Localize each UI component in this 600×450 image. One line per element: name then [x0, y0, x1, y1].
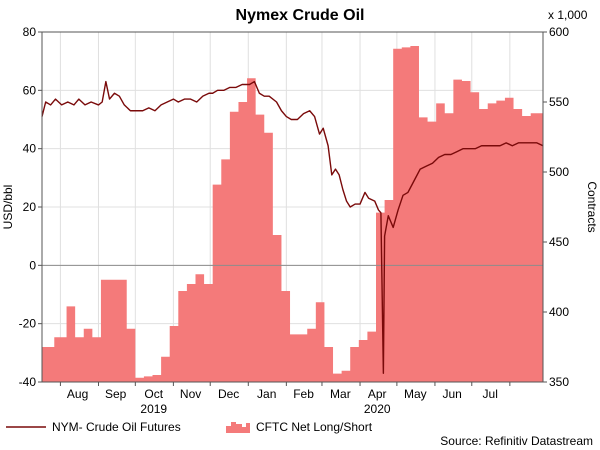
- left-tick-label-2: 0: [29, 258, 36, 272]
- legend-label-cftc: CFTC Net Long/Short: [256, 420, 373, 434]
- cftc-area-layer: [42, 46, 543, 382]
- right-axis-unit-note: x 1,000: [548, 8, 588, 22]
- x-month-label-6: Feb: [293, 387, 314, 401]
- x-month-label-0: Aug: [67, 387, 88, 401]
- right-tick-label-0: 350: [549, 375, 569, 389]
- right-tick-label-3: 500: [549, 165, 569, 179]
- x-month-label-11: Jul: [483, 387, 498, 401]
- x-month-label-7: Mar: [330, 387, 351, 401]
- crude-oil-futures-line: [41, 80, 544, 374]
- left-tick-label-6: 80: [23, 25, 37, 39]
- right-tick-label-2: 450: [549, 235, 569, 249]
- x-month-label-1: Sep: [105, 387, 127, 401]
- x-month-label-2: Oct: [144, 387, 163, 401]
- right-axis-label: Contracts: [585, 181, 599, 232]
- left-tick-label-3: 20: [23, 200, 37, 214]
- left-tick-label-0: -40: [19, 375, 37, 389]
- cftc-net-area: [42, 46, 543, 382]
- left-tick-label-4: 40: [23, 142, 37, 156]
- left-axis-ticks: -40 -20 0 20 40 60 80: [19, 25, 42, 389]
- x-axis-ticks: Aug Sep Oct Nov Dec Jan Feb Mar Apr May Jun Jul 2019…: [59, 382, 511, 416]
- x-year-label-0: 2019: [140, 402, 167, 416]
- x-month-label-8: Apr: [368, 387, 387, 401]
- right-axis-ticks: 350 400 450 500 550 600: [543, 25, 569, 389]
- legend-label-crude: NYM- Crude Oil Futures: [52, 420, 181, 434]
- legend: NYM- Crude Oil Futures CFTC Net Long/Sho…: [6, 420, 373, 434]
- x-month-label-4: Dec: [218, 387, 239, 401]
- left-tick-label-5: 60: [23, 83, 37, 97]
- plot-area: [41, 31, 544, 383]
- left-tick-label-1: -20: [19, 317, 37, 331]
- x-month-label-9: May: [404, 387, 427, 401]
- left-axis-label: USD/bbl: [1, 185, 15, 230]
- x-month-label-10: Jun: [442, 387, 461, 401]
- crude-line-layer: [41, 80, 544, 374]
- x-month-label-5: Jan: [257, 387, 276, 401]
- x-year-label-1: 2020: [364, 402, 391, 416]
- x-month-label-3: Nov: [180, 387, 201, 401]
- right-tick-label-4: 550: [549, 95, 569, 109]
- right-tick-label-5: 600: [549, 25, 569, 39]
- legend-area-swatch: [226, 422, 250, 433]
- chart-title: Nymex Crude Oil: [236, 7, 365, 24]
- source-note: Source: Refinitiv Datastream: [440, 434, 593, 448]
- right-tick-label-1: 400: [549, 305, 569, 319]
